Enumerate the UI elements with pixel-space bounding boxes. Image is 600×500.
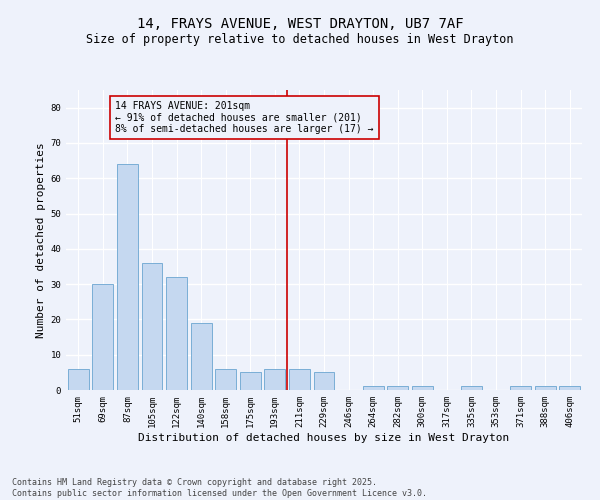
Bar <box>265 369 286 390</box>
Bar <box>362 386 383 390</box>
Bar <box>559 386 580 390</box>
Bar <box>412 386 433 390</box>
Bar <box>166 277 187 390</box>
Bar <box>215 369 236 390</box>
Text: 14 FRAYS AVENUE: 201sqm
← 91% of detached houses are smaller (201)
8% of semi-de: 14 FRAYS AVENUE: 201sqm ← 91% of detache… <box>115 100 374 134</box>
Bar <box>510 386 531 390</box>
Y-axis label: Number of detached properties: Number of detached properties <box>36 142 46 338</box>
Bar <box>289 369 310 390</box>
Text: Size of property relative to detached houses in West Drayton: Size of property relative to detached ho… <box>86 32 514 46</box>
Text: Contains HM Land Registry data © Crown copyright and database right 2025.
Contai: Contains HM Land Registry data © Crown c… <box>12 478 427 498</box>
Text: 14, FRAYS AVENUE, WEST DRAYTON, UB7 7AF: 14, FRAYS AVENUE, WEST DRAYTON, UB7 7AF <box>137 18 463 32</box>
Bar <box>68 369 89 390</box>
Bar <box>142 263 163 390</box>
X-axis label: Distribution of detached houses by size in West Drayton: Distribution of detached houses by size … <box>139 432 509 442</box>
Bar <box>191 323 212 390</box>
Bar <box>387 386 408 390</box>
Bar <box>535 386 556 390</box>
Bar <box>461 386 482 390</box>
Bar <box>92 284 113 390</box>
Bar <box>240 372 261 390</box>
Bar <box>117 164 138 390</box>
Bar <box>314 372 334 390</box>
